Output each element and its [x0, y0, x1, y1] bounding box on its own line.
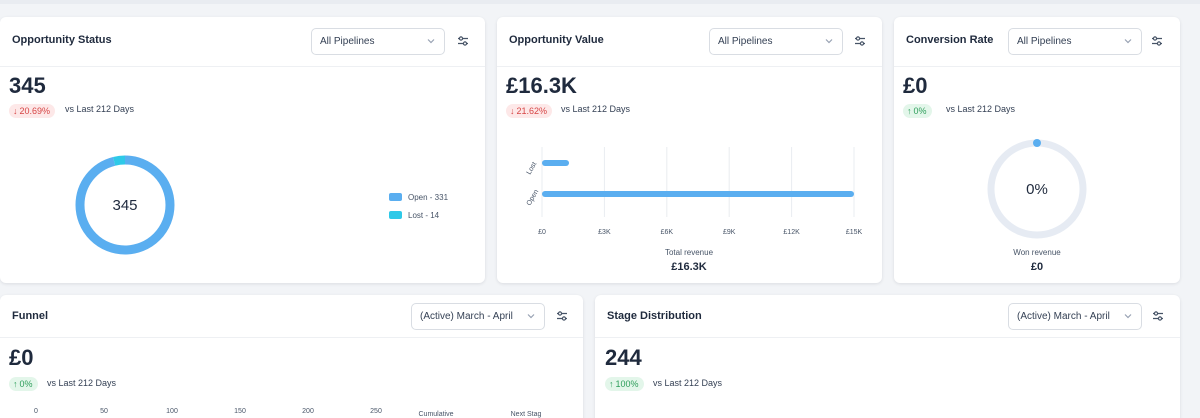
total-revenue-label: Total revenue: [664, 248, 714, 257]
funnel-column-header: Next Stag: [510, 411, 542, 418]
change-badge: ↓ 21.62%: [506, 104, 553, 118]
x-tick-label: £6K: [661, 229, 674, 236]
conversion-rate-card: Conversion Rate All Pipelines £0 ↑ 0% vs …: [894, 17, 1180, 283]
opportunity-value-card: Opportunity Value All Pipelines £16.3K ↓…: [497, 17, 882, 283]
conversion-rate-gauge: 0%: [987, 139, 1087, 239]
opportunity-status-donut: 345: [75, 155, 175, 255]
sliders-icon[interactable]: [1150, 308, 1166, 324]
change-value: 100%: [615, 379, 639, 389]
funnel-axis-tick: 200: [302, 408, 314, 415]
card-header: Funnel (Active) March - April: [0, 295, 583, 338]
comparison-label: vs Last 212 Days: [47, 378, 117, 388]
comparison-label: vs Last 212 Days: [65, 104, 135, 114]
y-category-label: Lost: [526, 161, 539, 176]
chevron-down-icon: [427, 39, 435, 44]
funnel-axis-tick: 0: [34, 408, 38, 415]
pipeline-select[interactable]: All Pipelines: [709, 28, 843, 55]
funnel-axis-tick: 50: [100, 408, 108, 415]
chevron-down-icon: [1124, 39, 1132, 44]
change-badge: ↑ 0%: [903, 104, 932, 118]
arrow-up-icon: ↑: [13, 379, 18, 389]
change-value: 20.69%: [19, 106, 51, 116]
card-title: Opportunity Value: [509, 34, 604, 46]
arrow-up-icon: ↑: [907, 106, 912, 116]
select-value: (Active) March - April: [1017, 311, 1110, 322]
x-tick-label: £12K: [783, 229, 800, 236]
won-revenue-value: £0: [1030, 261, 1044, 273]
card-header: Opportunity Status All Pipelines: [0, 17, 485, 67]
bar-chart-svg: £0 £3K £6K £9K £12K £15K Lost Open: [526, 147, 863, 236]
total-revenue-value: £16.3K: [671, 261, 707, 273]
select-value: (Active) March - April: [420, 311, 513, 322]
funnel-axis-tick: 150: [234, 408, 246, 415]
bar-lost: [542, 160, 570, 166]
arrow-down-icon: ↓: [13, 106, 18, 116]
comparison-label: vs Last 212 Days: [946, 104, 1016, 114]
gauge-center-value: 0%: [1026, 181, 1048, 198]
arrow-up-icon: ↑: [609, 379, 614, 389]
change-badge: ↓ 20.69%: [9, 104, 56, 118]
card-header: Opportunity Value All Pipelines: [497, 17, 882, 67]
card-header: Conversion Rate All Pipelines: [894, 17, 1180, 67]
top-strip: [0, 0, 1200, 4]
chevron-down-icon: [1124, 314, 1132, 319]
card-title: Opportunity Status: [12, 34, 112, 46]
total-value: £0: [9, 345, 34, 370]
change-badge: ↑ 0%: [9, 377, 38, 391]
x-tick-label: £15K: [846, 229, 863, 236]
legend-swatch-lost: [389, 211, 402, 219]
pipeline-select[interactable]: All Pipelines: [311, 28, 445, 55]
sliders-icon[interactable]: [852, 33, 868, 49]
card-title: Funnel: [12, 310, 49, 322]
comparison-label: vs Last 212 Days: [561, 104, 631, 114]
bar-open: [542, 191, 854, 197]
select-value: All Pipelines: [1017, 36, 1072, 47]
gauge-marker: [1033, 139, 1041, 147]
change-badge: ↑ 100%: [605, 377, 644, 391]
sliders-icon[interactable]: [1149, 33, 1165, 49]
change-value: 0%: [19, 379, 33, 389]
x-tick-label: £0: [538, 229, 546, 236]
card-header: Stage Distribution (Active) March - Apri…: [595, 295, 1180, 338]
won-revenue-label: Won revenue: [1013, 248, 1061, 257]
donut-center-value: 345: [112, 197, 137, 214]
y-category-label: Open: [526, 189, 541, 207]
x-tick-label: £9K: [723, 229, 736, 236]
comparison-label: vs Last 212 Days: [653, 378, 723, 388]
date-range-select[interactable]: (Active) March - April: [1008, 303, 1142, 330]
select-value: All Pipelines: [718, 36, 773, 47]
chevron-down-icon: [825, 39, 833, 44]
card-title: Stage Distribution: [607, 310, 702, 322]
chevron-down-icon: [527, 314, 535, 319]
total-value: 244: [605, 345, 642, 370]
funnel-column-header: Cumulative: [418, 411, 454, 418]
arrow-down-icon: ↓: [510, 106, 515, 116]
legend-swatch-open: [389, 193, 402, 201]
pipeline-select[interactable]: All Pipelines: [1008, 28, 1142, 55]
date-range-select[interactable]: (Active) March - April: [411, 303, 545, 330]
sliders-icon[interactable]: [554, 308, 570, 324]
funnel-card: Funnel (Active) March - April £0 ↑ 0% vs …: [0, 295, 583, 418]
change-value: 21.62%: [516, 106, 548, 116]
donut-slice-lost: [75, 155, 175, 255]
funnel-axis-tick: 100: [166, 408, 178, 415]
change-value: 0%: [913, 106, 927, 116]
legend-label-lost: Lost - 14: [408, 211, 440, 220]
opportunity-status-card: Opportunity Status All Pipelines 345 ↓ 20…: [0, 17, 485, 283]
select-value: All Pipelines: [320, 36, 375, 47]
funnel-axis-tick: 250: [370, 408, 382, 415]
x-tick-label: £3K: [598, 229, 611, 236]
legend-label-open: Open - 331: [408, 193, 449, 202]
total-value: £0: [903, 73, 928, 98]
opportunity-value-bar-chart: £0 £3K £6K £9K £12K £15K Lost Open: [497, 17, 882, 283]
sliders-icon[interactable]: [455, 33, 471, 49]
total-value: £16.3K: [506, 73, 577, 98]
total-value: 345: [9, 73, 46, 98]
card-title: Conversion Rate: [906, 34, 994, 46]
stage-distribution-card: Stage Distribution (Active) March - Apri…: [595, 295, 1180, 418]
